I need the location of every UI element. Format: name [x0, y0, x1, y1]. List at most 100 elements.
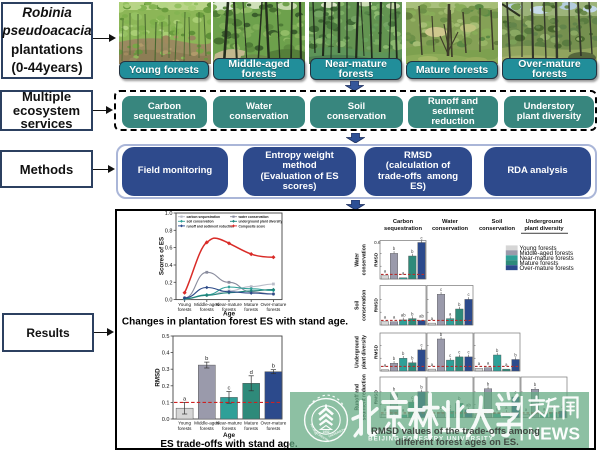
- svg-text:c: c: [449, 353, 451, 358]
- svg-text:b: b: [440, 332, 443, 337]
- svg-text:conservation: conservation: [362, 244, 368, 275]
- svg-text:Middle-aged: Middle-aged: [194, 421, 220, 426]
- svg-text:0.3: 0.3: [162, 367, 170, 373]
- svg-text:RMSD: RMSD: [374, 344, 380, 359]
- svg-text:different forest ages on ES.: different forest ages on ES.: [395, 437, 519, 448]
- svg-text:b: b: [496, 348, 499, 353]
- svg-text:conservation: conservation: [432, 226, 469, 232]
- svg-text:Middle-aged forests: Middle-aged forests: [520, 250, 574, 257]
- svg-text:forests: forests: [244, 307, 258, 312]
- svg-text:carbon sequestration: carbon sequestration: [187, 215, 221, 219]
- svg-text:Mature forests: Mature forests: [520, 260, 559, 267]
- svg-text:c: c: [228, 386, 231, 392]
- svg-text:forests: forests: [178, 307, 192, 312]
- svg-text:RMSD values of the trade-offs: RMSD values of the trade-offs among: [371, 426, 540, 437]
- svg-text:b: b: [393, 246, 396, 251]
- svg-text:0.5: 0.5: [162, 334, 170, 340]
- svg-text:forests: forests: [267, 426, 281, 431]
- svg-text:RMSD: RMSD: [374, 298, 380, 313]
- svg-text:a: a: [431, 362, 434, 367]
- svg-text:a: a: [478, 361, 481, 366]
- svg-text:Near-mature: Near-mature: [216, 421, 242, 426]
- svg-text:d: d: [250, 370, 253, 376]
- svg-text:water conservation: water conservation: [238, 215, 269, 219]
- svg-text:forests: forests: [222, 426, 236, 431]
- svg-text:forests: forests: [222, 307, 236, 312]
- svg-text:Changes in plantation forest E: Changes in plantation forest ES with sta…: [122, 317, 348, 328]
- svg-text:a: a: [384, 315, 387, 320]
- svg-text:b: b: [205, 356, 208, 362]
- svg-text:a: a: [183, 396, 187, 402]
- svg-text:BEIJING: BEIJING: [310, 423, 319, 436]
- svg-text:b: b: [393, 387, 396, 392]
- svg-text:a: a: [384, 269, 387, 274]
- svg-text:forests: forests: [178, 426, 192, 431]
- svg-text:forests: forests: [244, 426, 258, 431]
- svg-text:a: a: [505, 362, 508, 367]
- svg-text:b: b: [411, 249, 414, 254]
- svg-text:soil conservation: soil conservation: [187, 220, 214, 224]
- svg-text:b: b: [458, 302, 461, 307]
- svg-text:b: b: [514, 352, 517, 357]
- svg-text:a: a: [449, 311, 452, 316]
- svg-text:b: b: [411, 356, 414, 361]
- svg-text:UNIVERSITY: UNIVERSITY: [328, 427, 346, 438]
- svg-text:Over-mature forests: Over-mature forests: [520, 265, 574, 272]
- svg-text:ab: ab: [419, 313, 424, 318]
- svg-text:RMSD: RMSD: [155, 368, 162, 387]
- svg-text:b: b: [420, 385, 423, 390]
- svg-text:a: a: [431, 316, 434, 321]
- svg-text:a: a: [393, 315, 396, 320]
- svg-text:0.0: 0.0: [165, 298, 173, 304]
- svg-text:Middle-aged: Middle-aged: [194, 302, 220, 307]
- svg-text:Near-mature forests: Near-mature forests: [520, 255, 574, 262]
- svg-text:b: b: [272, 364, 275, 370]
- svg-text:Young: Young: [178, 421, 191, 426]
- svg-text:sequestration: sequestration: [384, 226, 422, 232]
- svg-text:Water: Water: [442, 219, 459, 225]
- svg-text:1952: 1952: [322, 430, 329, 434]
- svg-text:0.4: 0.4: [165, 263, 173, 269]
- svg-text:Carbon: Carbon: [393, 219, 414, 225]
- svg-text:0.1: 0.1: [162, 400, 170, 406]
- svg-text:0.4: 0.4: [162, 351, 170, 357]
- svg-text:plant diversity: plant diversity: [362, 335, 368, 369]
- svg-text:forests: forests: [200, 307, 214, 312]
- svg-text:b: b: [402, 351, 405, 356]
- svg-text:forests: forests: [267, 307, 281, 312]
- svg-text:Mature: Mature: [244, 302, 259, 307]
- svg-text:Composite score: Composite score: [239, 224, 266, 228]
- svg-text:conservation: conservation: [479, 226, 516, 232]
- svg-text:0.0: 0.0: [162, 417, 170, 423]
- svg-text:Scores of ES: Scores of ES: [159, 237, 166, 275]
- svg-text:Over-mature: Over-mature: [261, 421, 287, 426]
- svg-text:b: b: [534, 382, 537, 387]
- svg-text:c: c: [420, 343, 422, 348]
- svg-text:a: a: [487, 361, 490, 366]
- svg-text:Near-mature: Near-mature: [216, 302, 242, 307]
- svg-text:b: b: [487, 382, 490, 387]
- svg-text:Underground: Underground: [526, 219, 563, 225]
- svg-text:c: c: [420, 235, 422, 240]
- svg-text:0.2: 0.2: [165, 280, 173, 286]
- svg-text:0.8: 0.8: [165, 228, 173, 234]
- svg-text:c: c: [440, 287, 442, 292]
- svg-text:RMSD: RMSD: [374, 252, 380, 267]
- svg-text:Water: Water: [355, 253, 361, 267]
- svg-text:Soil: Soil: [492, 219, 503, 225]
- svg-text:NEWS: NEWS: [528, 424, 581, 444]
- svg-text:Young: Young: [178, 302, 191, 307]
- svg-text:Age: Age: [223, 432, 236, 439]
- svg-text:ES trade-offs with stand age.: ES trade-offs with stand age.: [160, 439, 297, 450]
- svg-text:a: a: [402, 271, 405, 276]
- svg-text:c: c: [467, 292, 469, 297]
- svg-text:a: a: [384, 363, 387, 368]
- svg-text:ab: ab: [401, 313, 406, 318]
- svg-text:1.0: 1.0: [165, 211, 173, 217]
- svg-text:0.6: 0.6: [374, 240, 381, 245]
- svg-text:conservation: conservation: [362, 290, 368, 321]
- svg-text:Soil: Soil: [355, 300, 361, 310]
- svg-text:0.6: 0.6: [165, 246, 173, 252]
- svg-text:c: c: [458, 350, 460, 355]
- svg-text:0.2: 0.2: [162, 384, 170, 390]
